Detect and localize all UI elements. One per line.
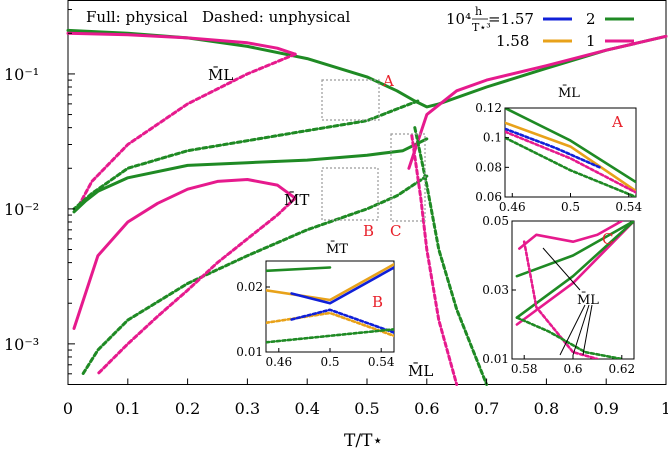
inset-x-tick-label: 0.6 (563, 362, 582, 376)
series-line-2 (75, 52, 297, 211)
x-tick-label: 0.1 (115, 399, 140, 418)
series-line-3 (72, 99, 420, 211)
zoom-box-b (321, 167, 379, 221)
inset-y-tick-label: 0.12 (475, 101, 502, 115)
zoom-box-c-label: C (390, 222, 401, 240)
inset-series-line-2 (505, 127, 601, 169)
inset-y-tick-label: 0.05 (482, 214, 509, 228)
x-tick-label: 0.2 (175, 399, 200, 418)
legend-frac-den: T⋆³ (472, 21, 491, 34)
series-line-5 (81, 174, 429, 376)
zoom-box-a-label: A (382, 72, 394, 90)
x-tick-label: 0.6 (414, 399, 439, 418)
x-tick-label: 1 (661, 399, 668, 418)
inset-series-line-5 (266, 328, 394, 344)
inset-series-line-3 (266, 311, 394, 338)
inset-series-line-0 (518, 221, 624, 250)
legend-col-label-2: 2 (586, 10, 596, 28)
series-line-10 (413, 126, 489, 386)
inset-series-line-0 (505, 108, 636, 184)
inset-a-label: A (611, 113, 623, 131)
series-line-1 (66, 31, 297, 56)
inset-series-line-3 (505, 130, 636, 194)
annotation-ml-bottom: M̄L (408, 362, 433, 380)
inset-c-label: C (602, 230, 613, 248)
x-tick-label: 0.5 (354, 399, 379, 418)
x-tick-label: 0.4 (294, 399, 319, 418)
inset-y-tick-label: 0.03 (482, 283, 509, 297)
inset-x-tick-label: 0.62 (608, 362, 635, 376)
x-tick-label: 0.7 (474, 399, 499, 418)
inset-x-tick-label: 0.58 (511, 362, 538, 376)
series-line-7 (96, 196, 297, 376)
inset-y-tick-label: 0.01 (236, 345, 263, 359)
inset-a-title: M̄L (558, 85, 580, 101)
legend-row2-value: 1.58 (496, 32, 529, 50)
y-tick-label: 10⁻² (4, 200, 39, 219)
inset-b-title: M̄T (326, 241, 348, 257)
inset-x-tick-label: 0.54 (368, 355, 395, 369)
inset-series-line-4 (290, 308, 394, 334)
zoom-boxes (321, 79, 426, 222)
inset-x-tick-label: 0.46 (499, 200, 526, 214)
inset-y-tick-label: 0.06 (475, 190, 502, 204)
inset-series-line-2 (515, 221, 634, 326)
inset-series-line-4 (505, 136, 636, 197)
inset-y-tick-label: 0.08 (475, 160, 502, 174)
legend-note-full: Full: physical (86, 8, 188, 26)
inset-series-line-4 (522, 240, 599, 359)
legend-note-dashed: Dashed: unphysical (202, 8, 351, 26)
inset-series-line-1 (266, 263, 394, 302)
legend-col-label-1: 1 (586, 32, 596, 50)
legend-prefix: 10⁴ (446, 10, 471, 28)
inset-y-tick-label: 0.1 (483, 131, 502, 145)
inset-x-tick-label: 0.5 (561, 200, 580, 214)
inset-x-tick-label: 0.54 (615, 200, 642, 214)
inset-b-label: B (372, 293, 383, 311)
inset-y-tick-label: 0.02 (236, 280, 263, 294)
main-series-group (66, 28, 668, 386)
y-tick-label: 10⁻¹ (4, 65, 39, 84)
legend: Full: physical Dashed: unphysical 10⁴ h … (86, 5, 634, 50)
series-line-4 (72, 137, 429, 214)
zoom-box-c (390, 133, 426, 222)
inset-b: 0.46 0.5 0.54 0.01 0.02 (236, 260, 395, 369)
zoom-box-a (321, 79, 380, 121)
x-tick-label: 0.9 (593, 399, 618, 418)
series-line-6 (72, 178, 297, 330)
inset-a: 0.46 0.5 0.54 0.06 0.08 0.1 0.12 (475, 101, 642, 214)
inset-c: 0.58 0.6 0.62 0.01 0.03 0.05 (482, 214, 635, 376)
inset-y-tick-label: 0.01 (482, 352, 509, 366)
x-tick-label: 0.8 (534, 399, 559, 418)
inset-series-line-1 (515, 221, 634, 278)
annotation-ml-top: M̄L (208, 66, 233, 84)
legend-row1-value: =1.57 (488, 10, 534, 28)
x-tick-label: 0.3 (235, 399, 260, 418)
x-axis-label: T/T⋆ (344, 431, 383, 451)
inset-series-line-0 (266, 266, 332, 273)
inset-series-line-1 (505, 121, 636, 193)
y-tick-label: 10⁻³ (4, 335, 39, 354)
main-axes: 0 0.1 0.2 0.3 0.4 0.5 0.6 0.7 0.8 0.9 1 10⁻³ 10⁻² 10⁻… (4, 9, 668, 418)
inset-x-tick-label: 0.5 (320, 355, 339, 369)
legend-frac-num: h (475, 5, 482, 18)
zoom-box-b-label: B (363, 222, 374, 240)
inset-c-annotation: M̄L (577, 292, 599, 308)
series-line-8 (407, 34, 668, 170)
annotation-mt: M̄T (284, 191, 309, 209)
inset-series-line-2 (290, 266, 394, 305)
inset-c-arrows (542, 247, 593, 356)
inset-x-tick-label: 0.46 (265, 355, 292, 369)
x-tick-label: 0 (63, 399, 73, 418)
series-line-9 (410, 134, 459, 386)
